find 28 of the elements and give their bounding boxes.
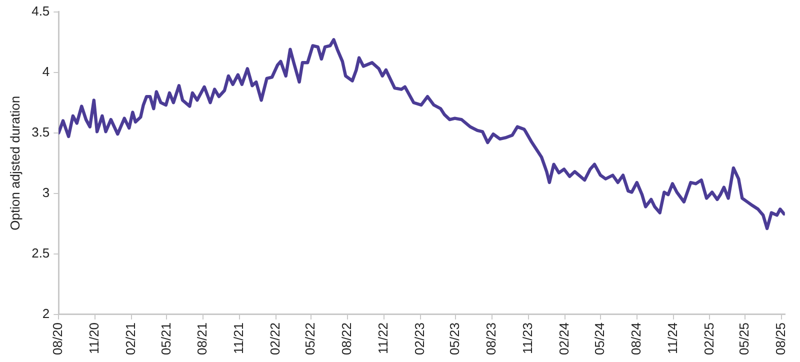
x-tick-label: 05/25: [736, 322, 752, 356]
x-tick-label: 11/20: [86, 322, 102, 354]
x-tick-label: 02/21: [123, 322, 138, 356]
x-tick-label: 05/23: [447, 322, 462, 356]
x-tick-label: 05/24: [592, 322, 608, 356]
x-tick-label: 08/21: [194, 322, 210, 356]
x-tick-label: 02/23: [412, 322, 427, 356]
x-tick-label: 02/24: [556, 322, 572, 356]
x-tick-label: 08/25: [772, 322, 788, 356]
x-tick-label: 08/20: [50, 322, 66, 356]
x-tick-label: 11/21: [231, 322, 246, 354]
y-tick-label: 2.5: [32, 246, 50, 261]
y-tick-label: 4: [42, 64, 50, 79]
x-tick-label: 11/23: [520, 322, 536, 354]
x-tick-label: 02/22: [268, 322, 283, 356]
y-tick-label: 4.5: [32, 3, 50, 18]
x-tick-label: 05/21: [158, 322, 174, 356]
x-tick-label: 08/24: [628, 322, 644, 356]
y-tick-label: 2: [42, 306, 50, 322]
y-axis-title: Option adjsted duration: [7, 96, 22, 230]
x-tick-label: 11/22: [376, 322, 391, 354]
x-tick-label: 11/24: [664, 322, 680, 354]
x-tick-label: 02/25: [701, 322, 716, 356]
x-tick-label: 05/22: [302, 322, 318, 356]
x-tick-label: 08/22: [339, 322, 354, 356]
y-tick-label: 3.5: [32, 124, 50, 140]
x-tick-label: 08/23: [484, 322, 499, 356]
y-tick-label: 3: [42, 184, 50, 200]
